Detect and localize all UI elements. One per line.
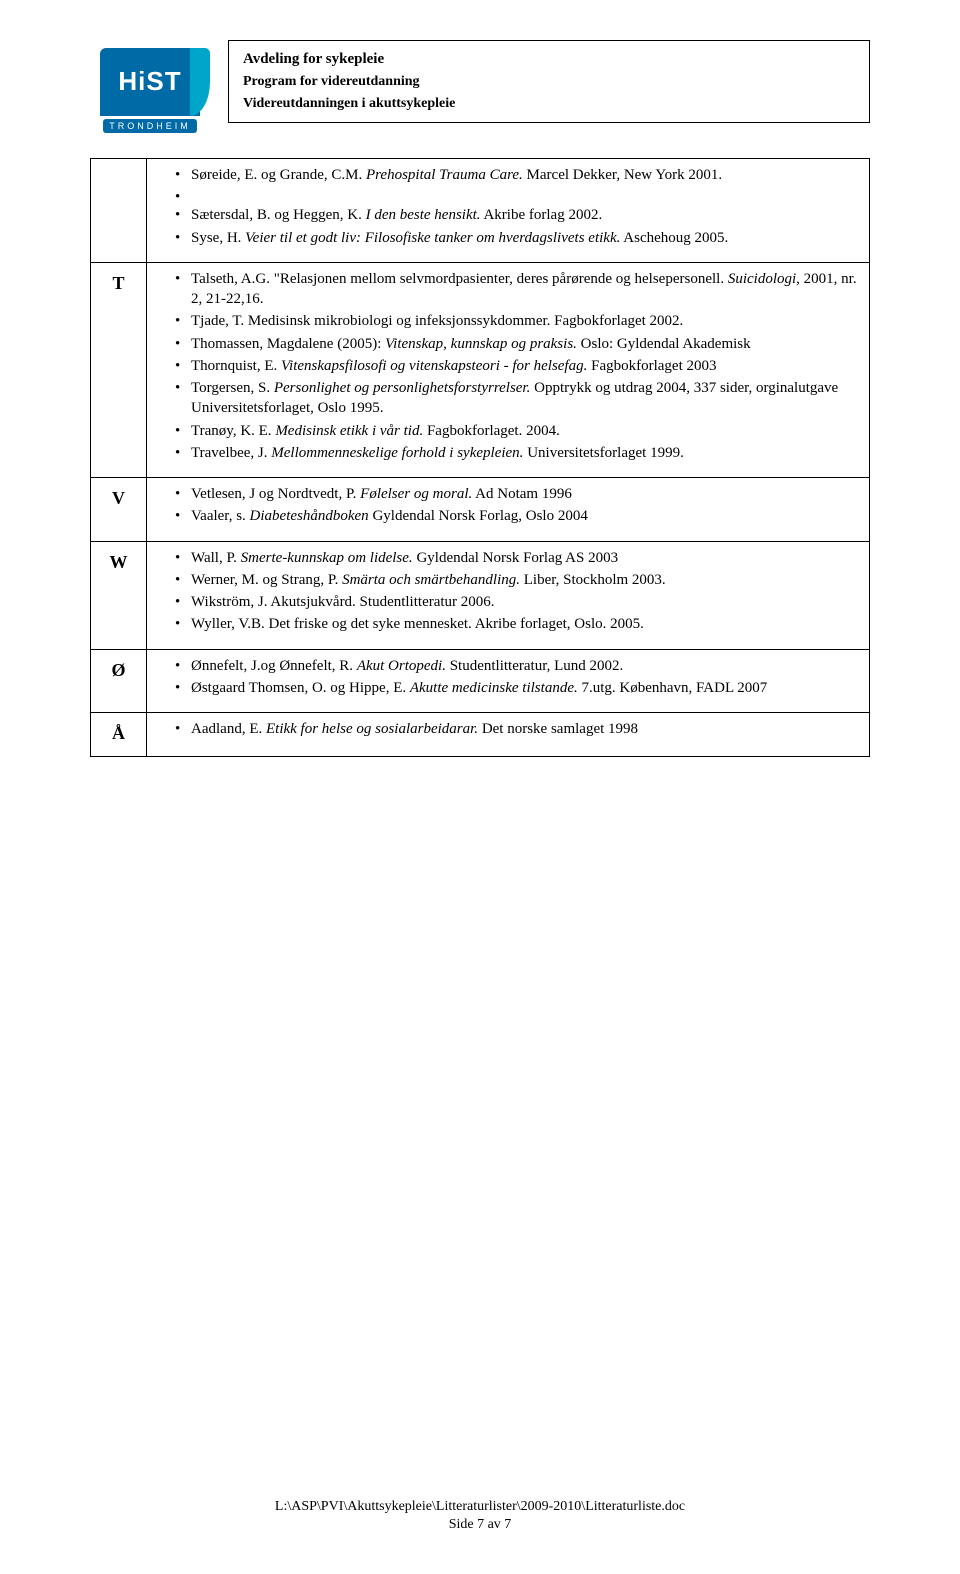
list-item <box>175 187 859 203</box>
list-item: Thomassen, Magdalene (2005): Vitenskap, … <box>175 334 859 354</box>
page-header: HiST TRONDHEIM Avdeling for sykepleie Pr… <box>90 40 870 140</box>
footer-page: Side 7 av 7 <box>0 1516 960 1534</box>
reference-list: Vetlesen, J og Nordtvedt, P. Følelser og… <box>157 484 859 527</box>
list-item: Wall, P. Smerte-kunnskap om lidelse. Gyl… <box>175 548 859 568</box>
list-item: Ønnefelt, J.og Ønnefelt, R. Akut Ortoped… <box>175 656 859 676</box>
logo-main-text: HiST <box>118 66 181 97</box>
logo-sub-text: TRONDHEIM <box>103 119 197 133</box>
letter-cell: Å <box>91 713 147 757</box>
table-row: W Wall, P. Smerte-kunnskap om lidelse. Gy… <box>91 541 870 649</box>
table-row: T Talseth, A.G. "Relasjonen mellom selvmo… <box>91 262 870 477</box>
letter-cell: T <box>91 262 147 477</box>
list-item: Wikström, J. Akutsjukvård. Studentlitter… <box>175 592 859 612</box>
reference-list: Talseth, A.G. "Relasjonen mellom selvmor… <box>157 269 859 463</box>
header-line-3: Videreutdanningen i akuttsykepleie <box>243 96 855 112</box>
footer-path: L:\ASP\PVI\Akuttsykepleie\Litteraturlist… <box>0 1498 960 1516</box>
logo: HiST TRONDHEIM <box>90 40 210 140</box>
header-line-1: Avdeling for sykepleie <box>243 51 855 68</box>
content-cell: Talseth, A.G. "Relasjonen mellom selvmor… <box>147 262 870 477</box>
list-item: Aadland, E. Etikk for helse og sosialarb… <box>175 719 859 739</box>
list-item: Vaaler, s. Diabeteshåndboken Gyldendal N… <box>175 506 859 526</box>
reference-list: Aadland, E. Etikk for helse og sosialarb… <box>157 719 859 739</box>
list-item: Tjade, T. Medisinsk mikrobiologi og infe… <box>175 311 859 331</box>
literature-table: Søreide, E. og Grande, C.M. Prehospital … <box>90 158 870 757</box>
content-cell: Ønnefelt, J.og Ønnefelt, R. Akut Ortoped… <box>147 649 870 713</box>
list-item: Syse, H. Veier til et godt liv: Filosofi… <box>175 228 859 248</box>
letter-cell: V <box>91 478 147 542</box>
list-item: Sætersdal, B. og Heggen, K. I den beste … <box>175 205 859 225</box>
list-item: Søreide, E. og Grande, C.M. Prehospital … <box>175 165 859 185</box>
table-row: Å Aadland, E. Etikk for helse og sosialar… <box>91 713 870 757</box>
header-info-box: Avdeling for sykepleie Program for vider… <box>228 40 870 123</box>
list-item: Talseth, A.G. "Relasjonen mellom selvmor… <box>175 269 859 310</box>
content-cell: Vetlesen, J og Nordtvedt, P. Følelser og… <box>147 478 870 542</box>
content-cell: Aadland, E. Etikk for helse og sosialarb… <box>147 713 870 757</box>
page-footer: L:\ASP\PVI\Akuttsykepleie\Litteraturlist… <box>0 1498 960 1534</box>
letter-cell: Ø <box>91 649 147 713</box>
table-row: Søreide, E. og Grande, C.M. Prehospital … <box>91 159 870 263</box>
table-row: V Vetlesen, J og Nordtvedt, P. Følelser o… <box>91 478 870 542</box>
header-line-2: Program for videreutdanning <box>243 74 855 90</box>
reference-list: Wall, P. Smerte-kunnskap om lidelse. Gyl… <box>157 548 859 635</box>
reference-list: Søreide, E. og Grande, C.M. Prehospital … <box>157 165 859 248</box>
list-item: Werner, M. og Strang, P. Smärta och smär… <box>175 570 859 590</box>
reference-list: Ønnefelt, J.og Ønnefelt, R. Akut Ortoped… <box>157 656 859 699</box>
list-item: Thornquist, E. Vitenskapsfilosofi og vit… <box>175 356 859 376</box>
table-row: Ø Ønnefelt, J.og Ønnefelt, R. Akut Ortope… <box>91 649 870 713</box>
letter-cell: W <box>91 541 147 649</box>
list-item: Østgaard Thomsen, O. og Hippe, E. Akutte… <box>175 678 859 698</box>
list-item: Wyller, V.B. Det friske og det syke menn… <box>175 614 859 634</box>
list-item: Vetlesen, J og Nordtvedt, P. Følelser og… <box>175 484 859 504</box>
list-item: Torgersen, S. Personlighet og personligh… <box>175 378 859 419</box>
letter-cell <box>91 159 147 263</box>
content-cell: Søreide, E. og Grande, C.M. Prehospital … <box>147 159 870 263</box>
content-cell: Wall, P. Smerte-kunnskap om lidelse. Gyl… <box>147 541 870 649</box>
list-item: Travelbee, J. Mellommenneskelige forhold… <box>175 443 859 463</box>
list-item: Tranøy, K. E. Medisinsk etikk i vår tid.… <box>175 421 859 441</box>
